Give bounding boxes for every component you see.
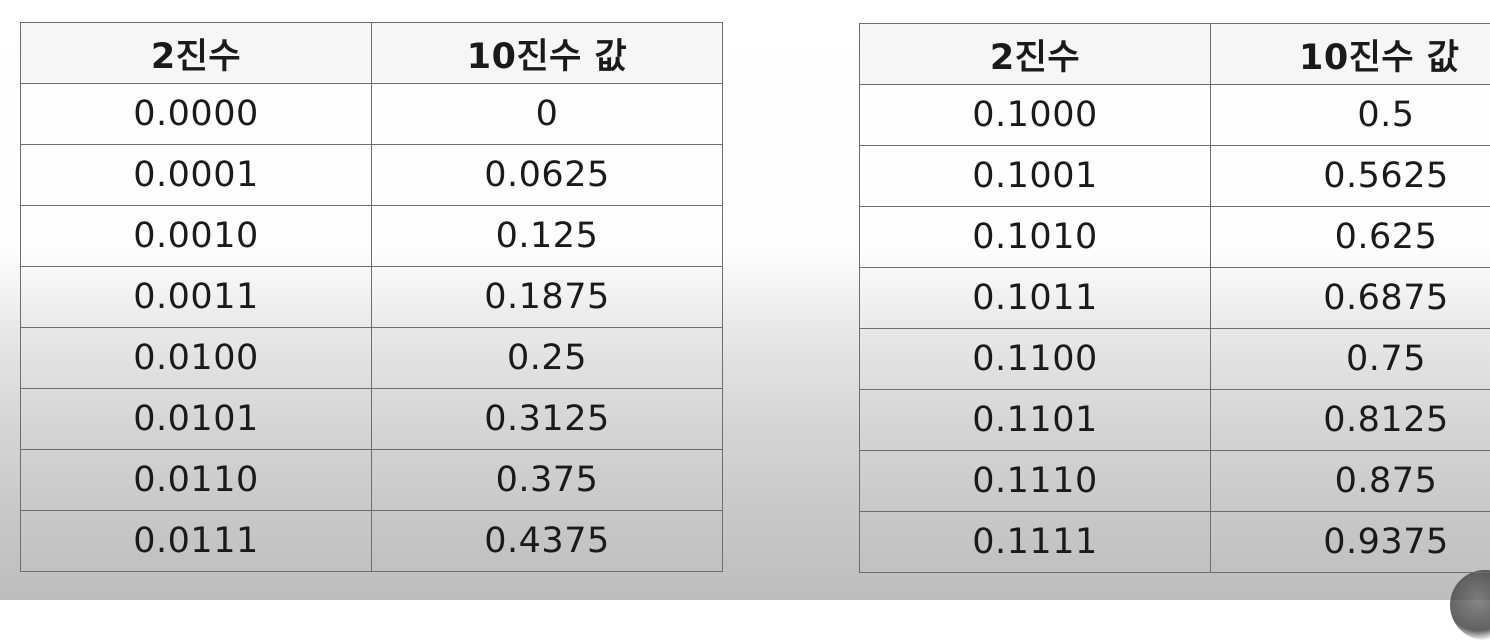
table-row: 0.0111 0.4375 <box>21 511 723 572</box>
table-row: 0.1110 0.875 <box>860 451 1490 512</box>
binary-cell: 0.1111 <box>860 512 1211 573</box>
background-shadow <box>1450 570 1490 640</box>
binary-cell: 0.1001 <box>860 146 1211 207</box>
decimal-cell: 0.5 <box>1211 85 1490 146</box>
binary-cell: 0.1110 <box>860 451 1211 512</box>
binary-cell: 0.0010 <box>21 206 372 267</box>
header-decimal-value: 10진수 값 <box>1211 24 1490 85</box>
binary-cell: 0.0100 <box>21 328 372 389</box>
decimal-cell: 0.3125 <box>372 389 723 450</box>
decimal-cell: 0.25 <box>372 328 723 389</box>
table-header-row: 2진수 10진수 값 <box>21 23 723 84</box>
binary-cell: 0.0000 <box>21 84 372 145</box>
binary-cell: 0.0110 <box>21 450 372 511</box>
decimal-cell: 0 <box>372 84 723 145</box>
decimal-cell: 0.6875 <box>1211 268 1490 329</box>
binary-cell: 0.0011 <box>21 267 372 328</box>
decimal-cell: 0.5625 <box>1211 146 1490 207</box>
table-row: 0.0001 0.0625 <box>21 145 723 206</box>
table-row: 0.1010 0.625 <box>860 207 1490 268</box>
decimal-cell: 0.4375 <box>372 511 723 572</box>
binary-cell: 0.1011 <box>860 268 1211 329</box>
header-binary: 2진수 <box>21 23 372 84</box>
table-row: 0.1101 0.8125 <box>860 390 1490 451</box>
table-row: 0.0010 0.125 <box>21 206 723 267</box>
binary-cell: 0.0111 <box>21 511 372 572</box>
binary-fraction-table-left: 2진수 10진수 값 0.0000 0 0.0001 0.0625 0.0010… <box>20 22 723 572</box>
decimal-cell: 0.875 <box>1211 451 1490 512</box>
binary-cell: 0.1100 <box>860 329 1211 390</box>
decimal-cell: 0.0625 <box>372 145 723 206</box>
table-row: 0.0101 0.3125 <box>21 389 723 450</box>
decimal-cell: 0.8125 <box>1211 390 1490 451</box>
decimal-cell: 0.75 <box>1211 329 1490 390</box>
table-header-row: 2진수 10진수 값 <box>860 24 1490 85</box>
decimal-cell: 0.125 <box>372 206 723 267</box>
table-row: 0.1000 0.5 <box>860 85 1490 146</box>
binary-cell: 0.1101 <box>860 390 1211 451</box>
table-row: 0.0000 0 <box>21 84 723 145</box>
decimal-cell: 0.625 <box>1211 207 1490 268</box>
header-decimal-value: 10진수 값 <box>372 23 723 84</box>
binary-cell: 0.1000 <box>860 85 1211 146</box>
binary-fraction-table-right: 2진수 10진수 값 0.1000 0.5 0.1001 0.5625 0.10… <box>859 23 1490 573</box>
binary-cell: 0.1010 <box>860 207 1211 268</box>
table-row: 0.1001 0.5625 <box>860 146 1490 207</box>
table-row: 0.1100 0.75 <box>860 329 1490 390</box>
decimal-cell: 0.375 <box>372 450 723 511</box>
binary-cell: 0.0001 <box>21 145 372 206</box>
table-row: 0.1111 0.9375 <box>860 512 1490 573</box>
table-row: 0.0110 0.375 <box>21 450 723 511</box>
table-row: 0.0100 0.25 <box>21 328 723 389</box>
table-row: 0.1011 0.6875 <box>860 268 1490 329</box>
decimal-cell: 0.9375 <box>1211 512 1490 573</box>
table-row: 0.0011 0.1875 <box>21 267 723 328</box>
decimal-cell: 0.1875 <box>372 267 723 328</box>
header-binary: 2진수 <box>860 24 1211 85</box>
binary-cell: 0.0101 <box>21 389 372 450</box>
